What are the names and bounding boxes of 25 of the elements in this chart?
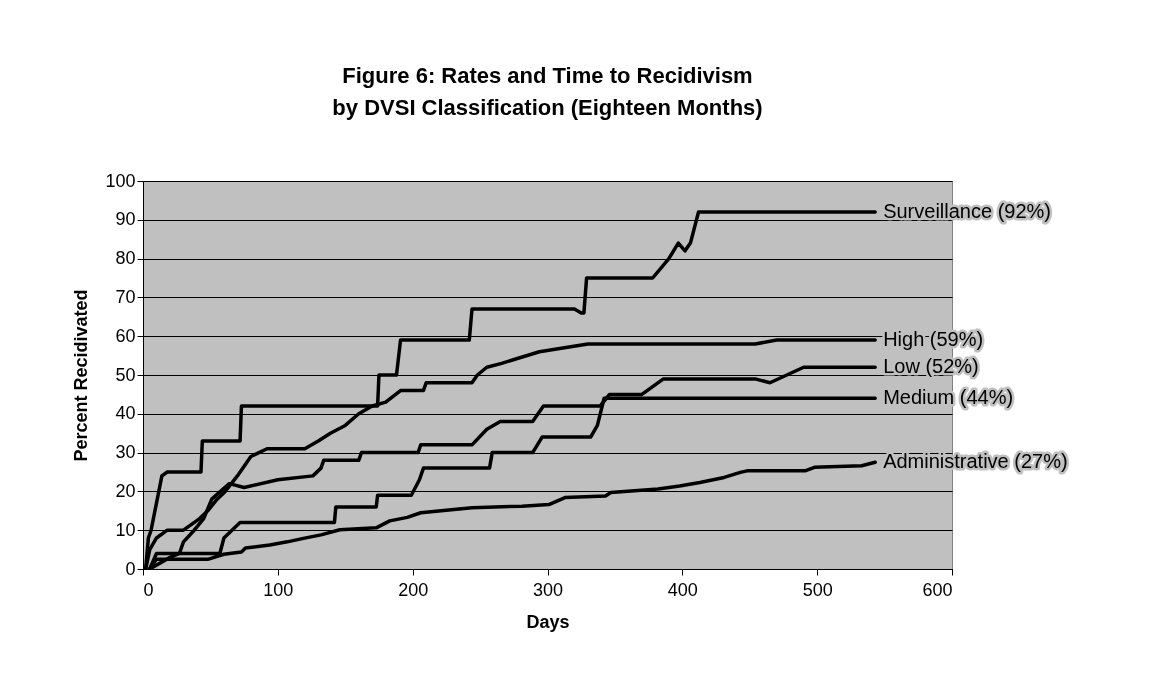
x-tick-label: 0 (143, 579, 154, 600)
y-tick-label: 60 (115, 325, 136, 346)
x-tick-label: 100 (263, 579, 294, 600)
x-tick-label: 500 (802, 579, 833, 600)
y-tick-label: 40 (115, 403, 136, 424)
y-tick-label: 20 (115, 480, 136, 501)
series-label: Administrative (27%) (883, 450, 1068, 473)
x-tick-label: 400 (667, 579, 698, 600)
series-label: Low (52%) (883, 355, 979, 378)
y-tick-label: 10 (115, 519, 136, 540)
x-axis-title: Days (526, 611, 570, 632)
series-label: Medium (44%) (883, 386, 1014, 409)
y-tick-label: 0 (125, 558, 136, 579)
x-tick-label: 300 (532, 579, 564, 600)
y-tick-label: 90 (115, 209, 136, 230)
y-tick-label: 30 (115, 442, 136, 463)
y-axis-title: Percent Recidivated (71, 289, 92, 462)
series-label: Surveillance (92%) (883, 200, 1051, 223)
y-tick-label: 50 (115, 364, 136, 385)
y-tick-label: 80 (115, 248, 136, 269)
x-tick-label: 200 (398, 579, 429, 600)
x-tick-label: 600 (922, 579, 953, 600)
y-tick-label: 70 (115, 286, 136, 307)
chart-title: Figure 6: Rates and Time to Recidivism by DVSI Classification (Eighteen Months) (332, 63, 763, 120)
y-tick-label: 100 (105, 170, 136, 191)
